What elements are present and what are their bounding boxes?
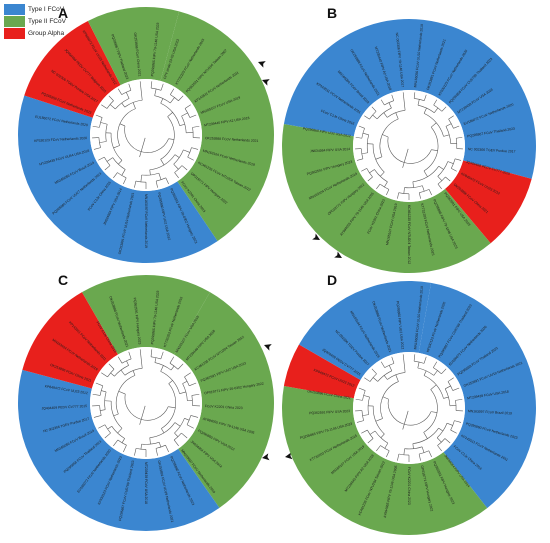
marker-arrow-icon (334, 251, 342, 258)
clade-sector (17, 369, 220, 532)
leaf-label: NC 002306 TGEV Purdue 2017 (468, 147, 516, 154)
tree-center (90, 79, 202, 191)
tree-center (353, 90, 465, 202)
leaf-label: FCoV K2201 China 2023 (407, 467, 411, 505)
legend-label: Type II FCoV (28, 17, 66, 25)
leaf-label: OK253896 FCoV China 2021 (307, 389, 351, 400)
legend-label: Group Alpha (28, 29, 65, 37)
clade-sector (299, 280, 432, 380)
leaf-label: OK253896 FCoV China 2021 (133, 32, 142, 76)
tree-panel-a: PQ295865 FIPV 79-1146 USA 2023 CPV strain… (18, 6, 274, 264)
tree-branches (92, 81, 200, 189)
marker-arrow-icon (312, 233, 320, 240)
leaf-label: PQ362591 FIPV Hungary 2023 (133, 297, 142, 344)
leaf-label: PQ295865 FIPV 79-1146 USA 2023 (150, 22, 160, 76)
leaf-label: FCoV K2201 China 2023 (205, 404, 243, 410)
tree-branches (355, 92, 463, 200)
leaf-label: MN163097 FCoV Netherlands 2019 (144, 194, 148, 248)
leaf-label: OK253888 FCoV Netherlands 2021 (205, 136, 259, 143)
marker-arrow-icon (262, 453, 270, 461)
leaf-label: KP849472 FCoV UU23 2012 (44, 384, 88, 395)
panel-letter-c: C (58, 272, 69, 288)
clade-sector (82, 275, 210, 355)
leaf-label: MN165056 FCoV UU10 Netherlands 2019 (413, 286, 424, 350)
clade-sector (24, 20, 121, 118)
leaf-label: JN634064 FIPV USA 2014 (310, 147, 350, 153)
clade-sector (283, 344, 361, 399)
legend-swatch (4, 3, 25, 15)
leaf-label: MN163097 FCoV Brazil 2019 (468, 409, 512, 415)
clade-sector (282, 385, 488, 535)
panel-letter-b: B (327, 5, 338, 21)
clade-sector (160, 11, 274, 242)
leaf-label: KF530123 FCoV Netherlands 2020 (34, 136, 87, 143)
leaf-label: PQ295860 FIPV UU2 USA 2012 (302, 127, 351, 139)
leaf-label: MT239439 FCoV USA 2018 (144, 462, 148, 504)
leaf-label: PQ295865 FIPV 79-1146 USA 2023 (150, 290, 160, 344)
clade-sector (418, 282, 536, 509)
tree-panel-b: MN165056 FCoV UU10 Netherlands 2019 OK253… (282, 19, 537, 273)
tree-panel-c: PQ295865 FIPV 79-1146 USA 2023 KT732203 F… (17, 275, 293, 532)
marker-arrow-icon (258, 61, 266, 68)
leaf-label: PQ295867 FCoV Thailand 2023 (467, 127, 515, 139)
legend-swatch (4, 27, 25, 39)
clade-sector (18, 95, 218, 264)
tree-panel-d: MN165056 FCoV UU10 Netherlands 2019 KF530… (282, 280, 536, 535)
leaf-label: KC461235 FCoV NTU204 Taiwan 2012 (407, 205, 411, 264)
marker-arrow-icon (264, 344, 272, 351)
clade-sector (283, 19, 409, 137)
clade-sector (22, 292, 118, 389)
legend-item-group-alpha: Group Alpha (4, 27, 80, 39)
leaf-label: MT239439 FCoV USA 2018 (467, 390, 509, 401)
leaf-label: PQ295860 FIPV UU2 USA 2012 (395, 301, 404, 350)
clade-sector (174, 292, 275, 508)
panel-letter-d: D (327, 272, 338, 288)
leaf-label: JQ404409 PEDV CV777 2015 (41, 404, 87, 410)
legend-label: Type I FCoV (28, 5, 65, 13)
legend: Type I FCoV Type II FCoV Group Alpha (4, 3, 80, 39)
tree-center (353, 352, 465, 464)
leaf-label: NC 002306 FIPV 79-1146 USA 2017 (395, 32, 405, 87)
marker-arrow-icon (262, 79, 270, 86)
tree-center (90, 347, 202, 459)
leaf-label: PQ362591 FIPV USA 2023 (309, 409, 350, 415)
clade-sector (409, 19, 537, 179)
clade-sector (87, 6, 180, 86)
legend-item-type1: Type I FCoV (4, 3, 80, 15)
leaf-label: MT239440 FIPV A2 USA 2018 (204, 116, 250, 127)
legend-item-type2: Type II FCoV (4, 15, 80, 27)
marker-arrow-icon (285, 452, 293, 460)
clade-sector (444, 160, 532, 244)
leaf-label: MN165056 FCoV UU10 Netherlands 2019 (413, 24, 424, 88)
legend-swatch (4, 15, 25, 27)
tree-branches (92, 349, 200, 457)
panel-letter-a: A (58, 5, 69, 21)
clade-sector (282, 123, 491, 273)
tree-branches (355, 354, 463, 462)
